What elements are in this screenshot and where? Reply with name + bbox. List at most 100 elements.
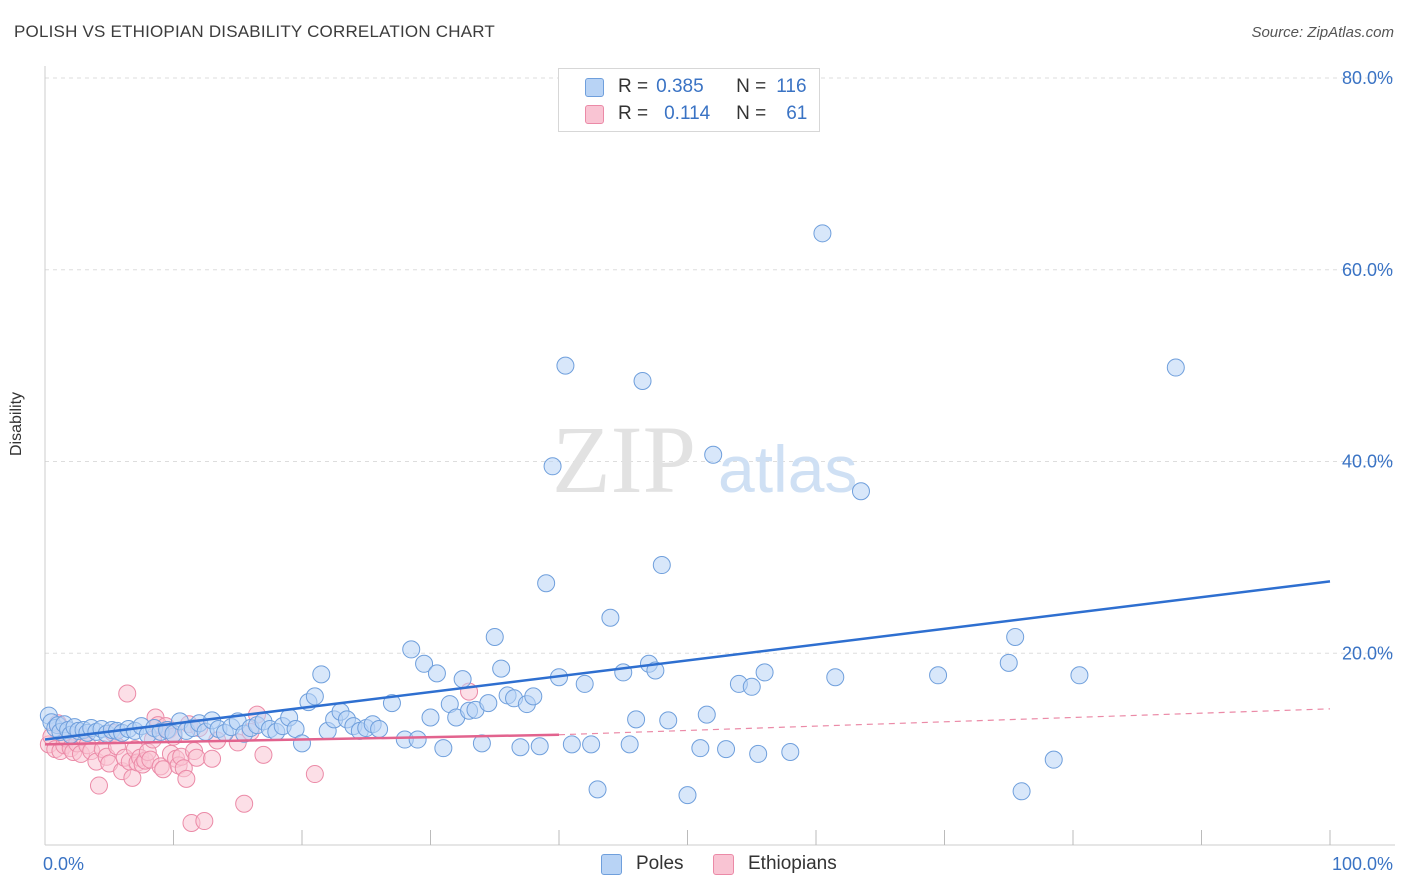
- poles-point: [511, 738, 530, 757]
- x-tick-label-min: 0.0%: [43, 854, 84, 874]
- n-label: N =: [736, 76, 767, 97]
- r-value: 0.385: [656, 76, 704, 97]
- poles-point: [402, 640, 421, 659]
- stats-legend: R = 0.385 N = 116 R = 0.114 N = 61: [558, 68, 820, 132]
- poles-point: [382, 694, 401, 713]
- poles-point: [659, 711, 678, 730]
- y-axis-label: Disability: [8, 391, 25, 456]
- poles-point: [749, 744, 768, 763]
- poles-point: [543, 457, 562, 476]
- poles-point: [620, 735, 639, 754]
- poles-point: [530, 737, 549, 756]
- r-label: R =: [618, 76, 649, 97]
- poles-point: [472, 734, 491, 753]
- watermark: ZIP atlas: [552, 406, 857, 513]
- poles-point: [537, 574, 556, 593]
- poles-point: [479, 694, 498, 713]
- poles-point: [781, 743, 800, 762]
- legend-item-ethiopians[interactable]: Ethiopians: [713, 852, 837, 876]
- ethiopians-point: [187, 748, 206, 767]
- poles-point: [826, 668, 845, 687]
- ethiopians-swatch: [585, 104, 604, 124]
- poles-point: [588, 780, 607, 799]
- ethiopians-point: [235, 794, 254, 813]
- poles-point: [704, 445, 723, 464]
- poles-point: [691, 739, 710, 758]
- poles-point: [697, 705, 716, 724]
- poles-point: [633, 371, 652, 390]
- x-tick-label-max: 100.0%: [1332, 854, 1393, 874]
- watermark-atlas: atlas: [718, 432, 857, 506]
- ethiopians-point: [118, 684, 137, 703]
- poles-point: [652, 556, 671, 575]
- y-tick-label: 80.0%: [1342, 68, 1393, 88]
- poles-point: [370, 719, 389, 738]
- tick-labels: 20.0% 40.0% 60.0% 80.0% 0.0% 100.0%: [43, 68, 1393, 874]
- poles-point: [524, 687, 543, 706]
- r-value: 0.114: [664, 103, 711, 124]
- poles-point: [582, 735, 601, 754]
- poles-point: [305, 687, 324, 706]
- poles-point: [627, 710, 646, 729]
- ethiopians-trend-extension: [558, 708, 1331, 736]
- poles-point: [742, 677, 761, 696]
- n-label: N =: [736, 103, 767, 124]
- poles-point: [421, 708, 440, 727]
- poles-swatch: [585, 77, 604, 97]
- source-label: Source: ZipAtlas.com: [1251, 24, 1394, 41]
- axes: [44, 66, 1395, 846]
- n-value: 116: [776, 76, 807, 97]
- ethiopians-point: [195, 812, 214, 831]
- ethiopians-point: [177, 769, 196, 788]
- ethiopians-legend-swatch: [713, 853, 734, 875]
- poles-point: [485, 627, 504, 646]
- y-tick-label: 60.0%: [1342, 260, 1393, 280]
- chart-title: POLISH VS ETHIOPIAN DISABILITY CORRELATI…: [14, 22, 495, 41]
- y-tick-label: 20.0%: [1342, 643, 1393, 663]
- poles-point: [434, 739, 453, 758]
- poles-point: [415, 654, 434, 673]
- ethiopians-trend-line: [44, 733, 560, 746]
- poles-trend-line: [44, 580, 1331, 741]
- ethiopians-point: [305, 765, 324, 784]
- y-tick-label: 40.0%: [1342, 452, 1393, 472]
- ethiopians-point: [89, 776, 108, 795]
- r-label: R =: [618, 103, 649, 124]
- stats-row-poles: R = 0.385 N = 116: [585, 75, 807, 99]
- watermark-zip: ZIP: [552, 406, 696, 513]
- poles-point: [1166, 358, 1185, 377]
- poles-point: [646, 661, 665, 680]
- ethiopians-points: [39, 682, 479, 832]
- n-value: 61: [786, 103, 808, 124]
- poles-point: [755, 663, 774, 682]
- poles-point: [427, 664, 446, 683]
- poles-point: [556, 356, 575, 375]
- ethiopians-point: [254, 745, 273, 764]
- poles-point: [999, 653, 1018, 672]
- gridlines: [45, 77, 1395, 654]
- poles-point: [562, 735, 581, 754]
- poles-point: [717, 740, 736, 759]
- poles-point: [1044, 750, 1063, 769]
- stats-row-ethiopians: R = 0.114 N = 61: [585, 102, 807, 126]
- poles-point: [601, 608, 620, 627]
- poles-point: [929, 666, 948, 685]
- poles-point: [312, 665, 331, 684]
- poles-point: [293, 734, 311, 753]
- poles-point: [1006, 627, 1025, 646]
- poles-point: [1070, 666, 1089, 685]
- poles-point: [851, 482, 870, 501]
- ethiopians-point: [203, 749, 222, 768]
- poles-points: [39, 224, 1185, 805]
- poles-legend-swatch: [601, 853, 622, 875]
- ethiopians-legend-label: Ethiopians: [748, 853, 837, 874]
- poles-point: [813, 224, 832, 243]
- trend-lines: [44, 580, 1331, 746]
- poles-point: [492, 659, 511, 678]
- poles-point: [408, 730, 427, 749]
- poles-point: [453, 670, 472, 689]
- poles-point: [678, 786, 697, 805]
- poles-legend-label: Poles: [636, 853, 684, 874]
- legend-item-poles[interactable]: Poles: [601, 852, 684, 876]
